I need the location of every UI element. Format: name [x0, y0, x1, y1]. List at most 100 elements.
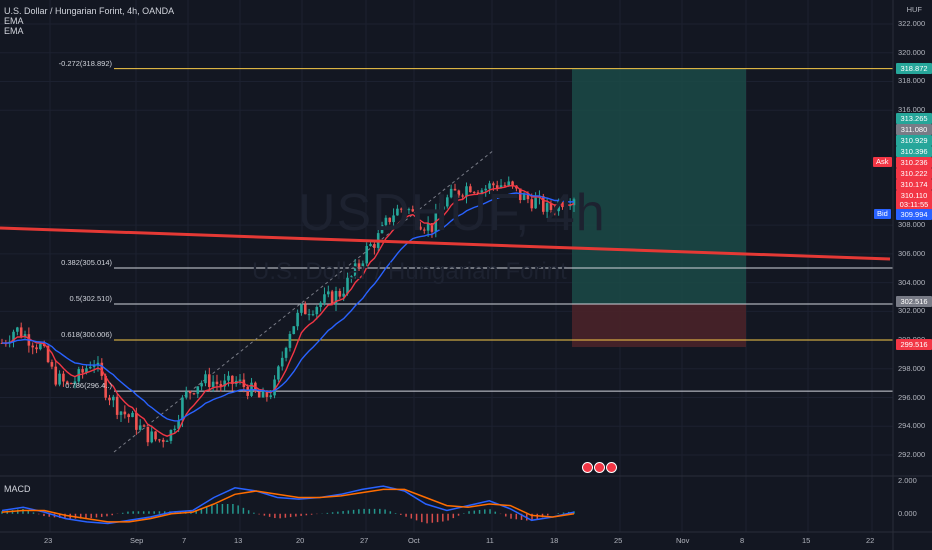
candle-body: [104, 375, 107, 398]
candle-body: [453, 188, 457, 191]
price-axis-label: 318.872: [896, 63, 932, 74]
candle-body: [557, 200, 560, 212]
time-tick: 13: [234, 536, 243, 545]
candle-body: [219, 384, 223, 387]
candle-body: [465, 186, 468, 197]
symbol-title[interactable]: U.S. Dollar / Hungarian Forint, 4h, OAND…: [4, 6, 175, 16]
candle-body: [146, 426, 150, 443]
price-axis-label: 310.396: [896, 146, 932, 157]
candle-body: [384, 217, 388, 225]
candle-body: [522, 194, 526, 201]
price-axis-label: 310.174: [896, 179, 932, 190]
candle-body: [158, 439, 161, 441]
candle-body: [438, 209, 441, 211]
candle-body: [541, 196, 545, 212]
indicator-ema-2[interactable]: EMA: [4, 26, 24, 36]
candle-body: [238, 379, 242, 381]
candle-body: [353, 263, 357, 277]
candle-body: [415, 211, 418, 227]
candle-body: [73, 381, 77, 384]
candle-body: [88, 366, 92, 369]
price-axis-label: 299.516: [896, 339, 932, 350]
economic-event-icon[interactable]: [582, 462, 593, 473]
symbol-source: OANDA: [142, 6, 175, 16]
watermark-ticker: USDHUF, 4h: [298, 184, 606, 242]
candle-body: [553, 209, 557, 212]
price-axis-label: 309.994: [896, 209, 932, 220]
price-axis-label: 310.236: [896, 157, 932, 168]
candle-body: [115, 396, 119, 415]
candle-body: [307, 314, 311, 316]
economic-event-icon[interactable]: [606, 462, 617, 473]
time-tick: 22: [866, 536, 875, 545]
price-tick: 296.000: [898, 392, 926, 402]
profit-zone: [572, 68, 746, 304]
macd-label[interactable]: MACD: [4, 484, 31, 494]
candle-body: [62, 373, 65, 382]
economic-event-icon[interactable]: [594, 462, 605, 473]
candle-body: [526, 194, 530, 200]
candle-body: [442, 206, 445, 210]
candle-body: [369, 244, 372, 247]
candle-body: [530, 199, 534, 209]
candle-body: [476, 192, 480, 195]
candle-body: [545, 203, 549, 212]
time-tick: 15: [802, 536, 811, 545]
fib-level-label: 0.786(296.4..): [65, 381, 112, 391]
candle-body: [495, 185, 499, 188]
fib-level-label: 0.618(300.006): [61, 329, 112, 339]
candle-body: [373, 244, 376, 248]
candle-body: [204, 374, 207, 384]
candle-body: [227, 375, 230, 381]
candle-body: [119, 411, 123, 415]
candle-body: [311, 314, 315, 316]
trendline: [0, 226, 891, 261]
candle-body: [246, 387, 249, 396]
candle-body: [165, 440, 169, 442]
candle-body: [361, 263, 365, 267]
candle-body: [403, 209, 407, 211]
candle-body: [380, 224, 384, 234]
candle-body: [16, 327, 19, 332]
candle-body: [269, 395, 273, 397]
time-tick: Sep: [130, 536, 144, 545]
macd-line: [1, 485, 575, 525]
candle-body: [265, 391, 269, 397]
time-tick: 25: [614, 536, 623, 545]
candle-body: [161, 439, 165, 442]
candle-body: [184, 391, 188, 398]
candle-body: [39, 343, 42, 350]
candle-body: [58, 373, 61, 385]
candle-body: [342, 293, 345, 297]
time-tick: 11: [486, 536, 494, 545]
price-tick: 320.000: [898, 47, 926, 57]
ask-tag: Ask: [873, 157, 892, 167]
candle-body: [426, 223, 430, 231]
candle-body: [280, 357, 284, 367]
macd-tick: 2.000: [898, 476, 917, 486]
currency-label: HUF: [906, 5, 922, 14]
price-tick: 302.000: [898, 306, 926, 316]
price-tick: 292.000: [898, 450, 926, 459]
candle-body: [292, 326, 296, 335]
signal-line: [1, 488, 575, 523]
time-tick: Nov: [676, 536, 690, 545]
candle-body: [231, 375, 234, 384]
price-axis-label: 310.110: [896, 190, 932, 201]
candle-body: [19, 327, 23, 338]
candle-body: [411, 209, 415, 212]
chart-legend: U.S. Dollar / Hungarian Forint, 4h, OAND…: [4, 6, 174, 36]
candle-body: [484, 188, 488, 191]
candle-body: [65, 381, 69, 384]
price-tick: 322.000: [898, 19, 926, 28]
ema-fast-line: [2, 184, 575, 437]
price-axis-label: 311.080: [896, 124, 932, 135]
indicator-ema-1[interactable]: EMA: [4, 16, 24, 26]
fib-level-label: 0.5(302.510): [69, 294, 112, 303]
candle-body: [142, 425, 146, 427]
event-badges[interactable]: [582, 462, 617, 473]
candle-body: [303, 304, 307, 315]
price-axis-label: 313.265: [896, 113, 932, 124]
time-tick: 23: [44, 536, 53, 545]
